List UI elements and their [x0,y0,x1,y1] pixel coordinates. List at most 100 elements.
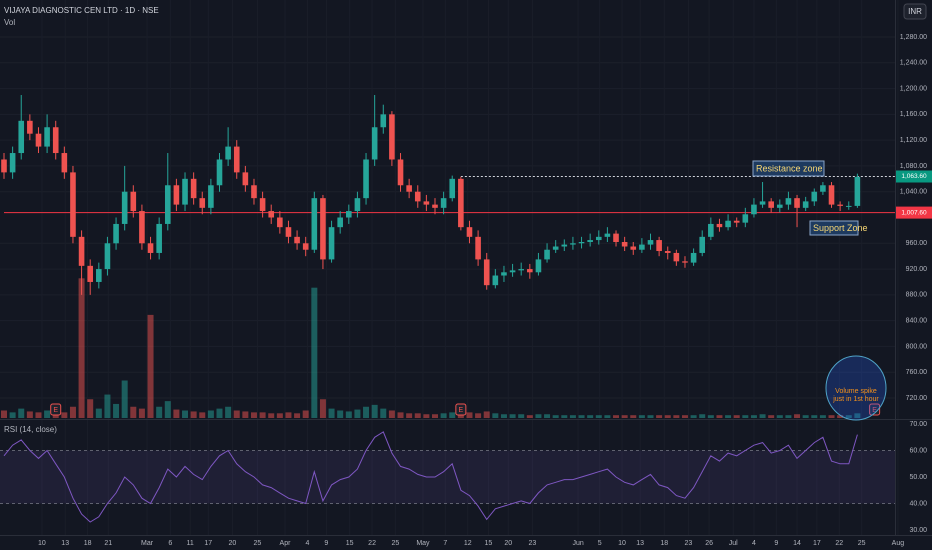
candle-body [501,272,507,276]
volume-bar [26,411,33,418]
candle-body [70,172,76,237]
candle-body [251,185,257,199]
candle-body [518,269,524,271]
volume-bar [1,410,7,418]
currency-label[interactable]: INR [908,7,922,16]
x-tick-label: 4 [305,540,309,547]
candle-body [1,159,7,173]
y-tick-label: 1,280.00 [900,34,927,41]
rsi-tick-label: 50.00 [909,474,927,481]
event-marker [50,403,62,416]
x-tick-label: 13 [636,540,644,547]
candle-body [190,178,197,199]
volume-bar [250,412,257,418]
rsi-line [3,431,858,523]
candle-body [268,211,275,218]
volume-bar [664,415,671,418]
candle-body [492,275,499,286]
symbol-title: VIJAYA DIAGNOSTIC CEN LTD · 1D · NSE [4,6,159,15]
candle-body [664,251,671,253]
candle-body [371,127,378,160]
volume-bar [828,415,835,418]
volume-bar [397,412,404,418]
volume-bar [837,415,844,418]
annotation-text: Support Zone [813,223,868,233]
candle-body [621,241,628,247]
x-tick-label: 14 [793,540,801,547]
candle-body [104,243,111,270]
x-tick-label: Apr [280,540,292,547]
candle-body [802,201,809,208]
candle-body [414,191,421,202]
candle-body [595,236,602,241]
volume-bar [371,404,378,418]
x-tick-label: 20 [504,540,512,547]
volume-bar [526,415,533,418]
volume-bar [61,412,68,418]
volume-bar [759,414,766,418]
volume-bar [569,415,576,418]
volume-bar [699,414,706,418]
x-tick-label: 9 [774,540,778,547]
candle-body [449,178,456,199]
rsi-tick-label: 60.00 [909,447,927,454]
candle-body [164,185,171,224]
volume-bar [9,412,16,418]
event-label: E [872,407,877,414]
x-tick-label: 11 [187,540,194,547]
candle-body [61,153,68,173]
volume-bar [354,409,361,418]
candle-body [604,233,611,237]
annotation-text: Volume spike just in 1st hour [833,388,879,403]
candle-body [483,259,490,286]
volume-bar [518,414,525,418]
candle-body [44,127,50,147]
volume-bar [707,415,714,418]
candle-body [690,252,697,263]
x-tick-label: 12 [464,540,472,547]
currency-button[interactable] [903,3,927,20]
volume-bar [216,408,223,418]
volume-bar [621,415,628,418]
candle-body [423,201,430,205]
volume-bar [492,413,499,418]
candle-body [87,265,93,282]
candle-body [139,211,145,244]
volume-bar [328,408,335,418]
volume-bar [138,408,145,418]
price-tag-label: 1,063.60 [901,173,927,180]
candle-body [475,236,481,260]
volume-bar [656,415,663,418]
candle-body [561,244,568,247]
candle-body [440,198,447,208]
candle-body [682,261,688,263]
candle-body [259,198,266,212]
volume-bar [750,415,757,418]
rsi-band [0,450,895,504]
x-tick-label: 10 [618,540,626,547]
volume-bar [776,415,783,418]
candle-body [837,204,843,206]
candle-body [52,127,59,154]
price-tag-label: 1,007.60 [901,209,927,216]
candle-body [777,204,783,208]
volume-bar [414,413,421,418]
volume-bar [578,415,585,418]
candle-body [785,198,792,205]
candle-body [725,220,731,228]
volume-bar [725,415,732,418]
candle-body [35,133,42,147]
candle-body [432,204,438,208]
x-tick-label: 23 [685,540,693,547]
candle-body [130,191,137,212]
volume-bar [794,414,801,418]
x-tick-label: Aug [892,540,905,547]
candle-body [302,243,309,250]
volume-bar [690,415,697,418]
x-tick-label: 17 [813,540,821,547]
volume-bar [742,415,749,418]
volume-bar [819,415,826,418]
volume-bar [44,410,51,418]
candle-body [733,220,740,223]
